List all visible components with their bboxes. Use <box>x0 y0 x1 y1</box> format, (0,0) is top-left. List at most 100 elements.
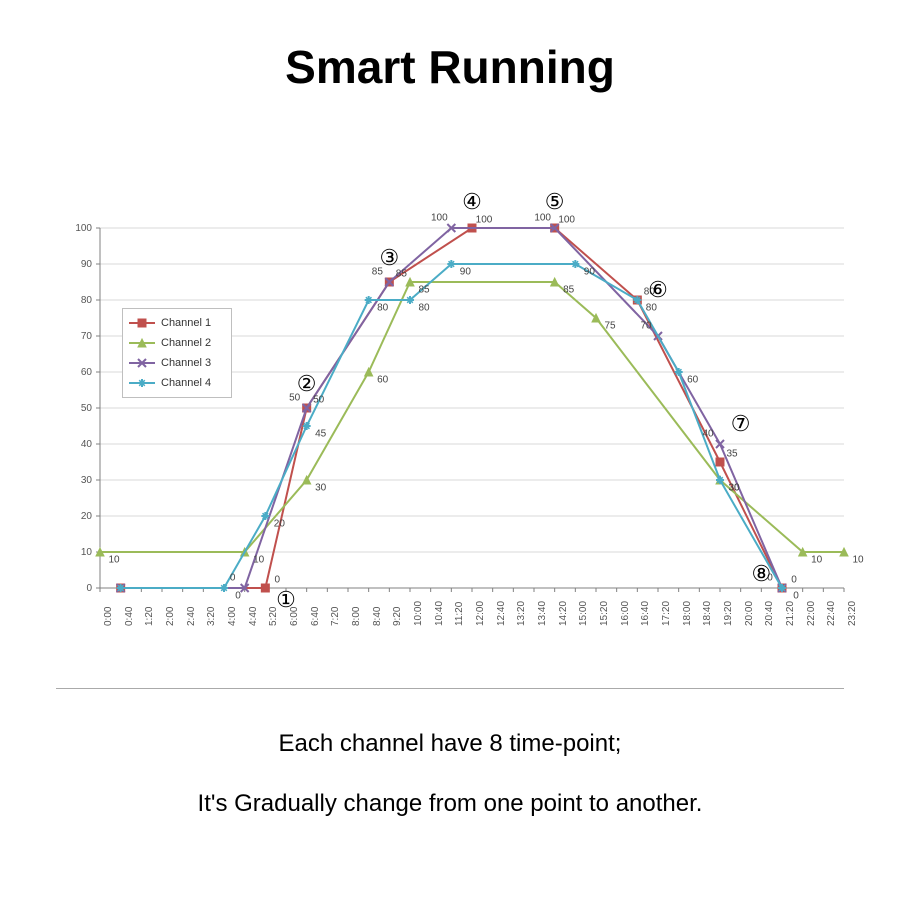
x-tick-label: 1:20 <box>144 607 155 626</box>
data-point-label: 10 <box>852 555 863 566</box>
legend-label: Channel 4 <box>161 377 211 389</box>
x-tick-label: 6:40 <box>310 607 321 626</box>
svg-text:0: 0 <box>86 583 92 594</box>
data-point-label: 10 <box>253 555 264 566</box>
section-divider <box>56 688 844 689</box>
svg-text:80: 80 <box>81 295 93 306</box>
data-point-label: 60 <box>687 375 698 386</box>
x-tick-label: 0:40 <box>124 607 135 626</box>
data-point-label: 75 <box>604 321 615 332</box>
timepoint-callout: ② <box>297 373 317 395</box>
x-tick-label: 23:20 <box>847 601 858 626</box>
caption-line-2: It's Gradually change from one point to … <box>0 790 900 818</box>
timepoint-callout: ⑦ <box>731 413 751 435</box>
x-tick-label: 0:00 <box>103 607 114 626</box>
x-tick-label: 8:40 <box>372 607 383 626</box>
legend-swatch-icon <box>129 336 155 350</box>
x-tick-label: 17:20 <box>661 601 672 626</box>
x-tick-label: 13:20 <box>516 601 527 626</box>
x-tick-label: 10:00 <box>413 601 424 626</box>
data-point-label: 10 <box>108 555 119 566</box>
data-point-label: 90 <box>460 267 471 278</box>
legend-label: Channel 2 <box>161 337 211 349</box>
data-point-label: 100 <box>431 213 448 224</box>
legend-label: Channel 1 <box>161 317 211 329</box>
data-point-label: 60 <box>377 375 388 386</box>
data-point-label: 85 <box>563 285 574 296</box>
data-point-label: 30 <box>315 483 326 494</box>
data-point-label: 80 <box>377 303 388 314</box>
data-point-label: 85 <box>396 269 407 280</box>
x-tick-label: 16:00 <box>620 601 631 626</box>
data-point-label: 35 <box>726 449 737 460</box>
svg-text:70: 70 <box>81 331 93 342</box>
data-point-label: 100 <box>476 215 493 226</box>
x-tick-label: 8:00 <box>351 607 362 626</box>
data-point-label: 0 <box>230 573 236 584</box>
timepoint-callout: ① <box>276 589 296 611</box>
data-point-label: 70 <box>640 321 651 332</box>
x-tick-label: 22:40 <box>826 601 837 626</box>
page-title: Smart Running <box>0 40 900 94</box>
x-tick-label: 18:00 <box>682 601 693 626</box>
x-tick-label: 16:40 <box>640 601 651 626</box>
data-point-label: 10 <box>811 555 822 566</box>
x-tick-label: 20:00 <box>744 601 755 626</box>
x-tick-label: 10:40 <box>434 601 445 626</box>
x-tick-label: 12:00 <box>475 601 486 626</box>
svg-text:40: 40 <box>81 439 93 450</box>
legend-label: Channel 3 <box>161 357 211 369</box>
legend-swatch-icon <box>129 376 155 390</box>
chart-legend: Channel 1 Channel 2 Channel 3 Channel 4 <box>122 308 232 398</box>
svg-text:60: 60 <box>81 367 93 378</box>
data-point-label: 90 <box>584 267 595 278</box>
svg-text:90: 90 <box>81 259 93 270</box>
x-tick-label: 14:20 <box>558 601 569 626</box>
data-point-label: 40 <box>702 429 713 440</box>
x-tick-label: 18:40 <box>702 601 713 626</box>
legend-item: Channel 1 <box>129 313 225 333</box>
x-tick-label: 21:20 <box>785 601 796 626</box>
timepoint-callout: ⑥ <box>648 279 668 301</box>
data-point-label: 80 <box>418 303 429 314</box>
data-point-label: 85 <box>418 285 429 296</box>
x-tick-label: 20:40 <box>764 601 775 626</box>
x-tick-label: 12:40 <box>496 601 507 626</box>
x-tick-label: 2:40 <box>186 607 197 626</box>
x-tick-label: 13:40 <box>537 601 548 626</box>
svg-text:30: 30 <box>81 475 93 486</box>
legend-item: Channel 2 <box>129 333 225 353</box>
data-point-label: 0 <box>275 575 281 586</box>
svg-text:50: 50 <box>81 403 93 414</box>
x-tick-label: 19:20 <box>723 601 734 626</box>
data-point-label: 50 <box>313 395 324 406</box>
timepoint-callout: ③ <box>379 247 399 269</box>
svg-text:20: 20 <box>81 511 93 522</box>
data-point-label: 100 <box>558 215 575 226</box>
caption-line-1: Each channel have 8 time-point; <box>0 730 900 758</box>
data-point-label: 80 <box>646 303 657 314</box>
smart-running-chart: 0102030405060708090100 Channel 1Channel … <box>38 160 862 640</box>
x-tick-label: 3:20 <box>206 607 217 626</box>
data-point-label: 45 <box>315 429 326 440</box>
timepoint-callout: ④ <box>462 191 482 213</box>
data-point-label: 0 <box>791 575 797 586</box>
svg-text:100: 100 <box>75 223 92 234</box>
timepoint-callout: ⑤ <box>545 191 565 213</box>
x-tick-label: 2:00 <box>165 607 176 626</box>
data-point-label: 100 <box>534 213 551 224</box>
data-point-label: 30 <box>728 483 739 494</box>
data-point-label: 0 <box>235 591 241 602</box>
legend-item: Channel 4 <box>129 373 225 393</box>
x-tick-label: 7:20 <box>330 607 341 626</box>
data-point-label: 20 <box>274 519 285 530</box>
legend-swatch-icon <box>129 316 155 330</box>
legend-item: Channel 3 <box>129 353 225 373</box>
x-tick-label: 15:20 <box>599 601 610 626</box>
x-tick-label: 11:20 <box>454 602 465 626</box>
x-tick-label: 22:00 <box>806 601 817 626</box>
chart-svg: 0102030405060708090100 <box>38 160 862 640</box>
x-tick-label: 15:00 <box>578 601 589 626</box>
x-tick-label: 9:20 <box>392 607 403 626</box>
svg-text:10: 10 <box>81 547 93 558</box>
